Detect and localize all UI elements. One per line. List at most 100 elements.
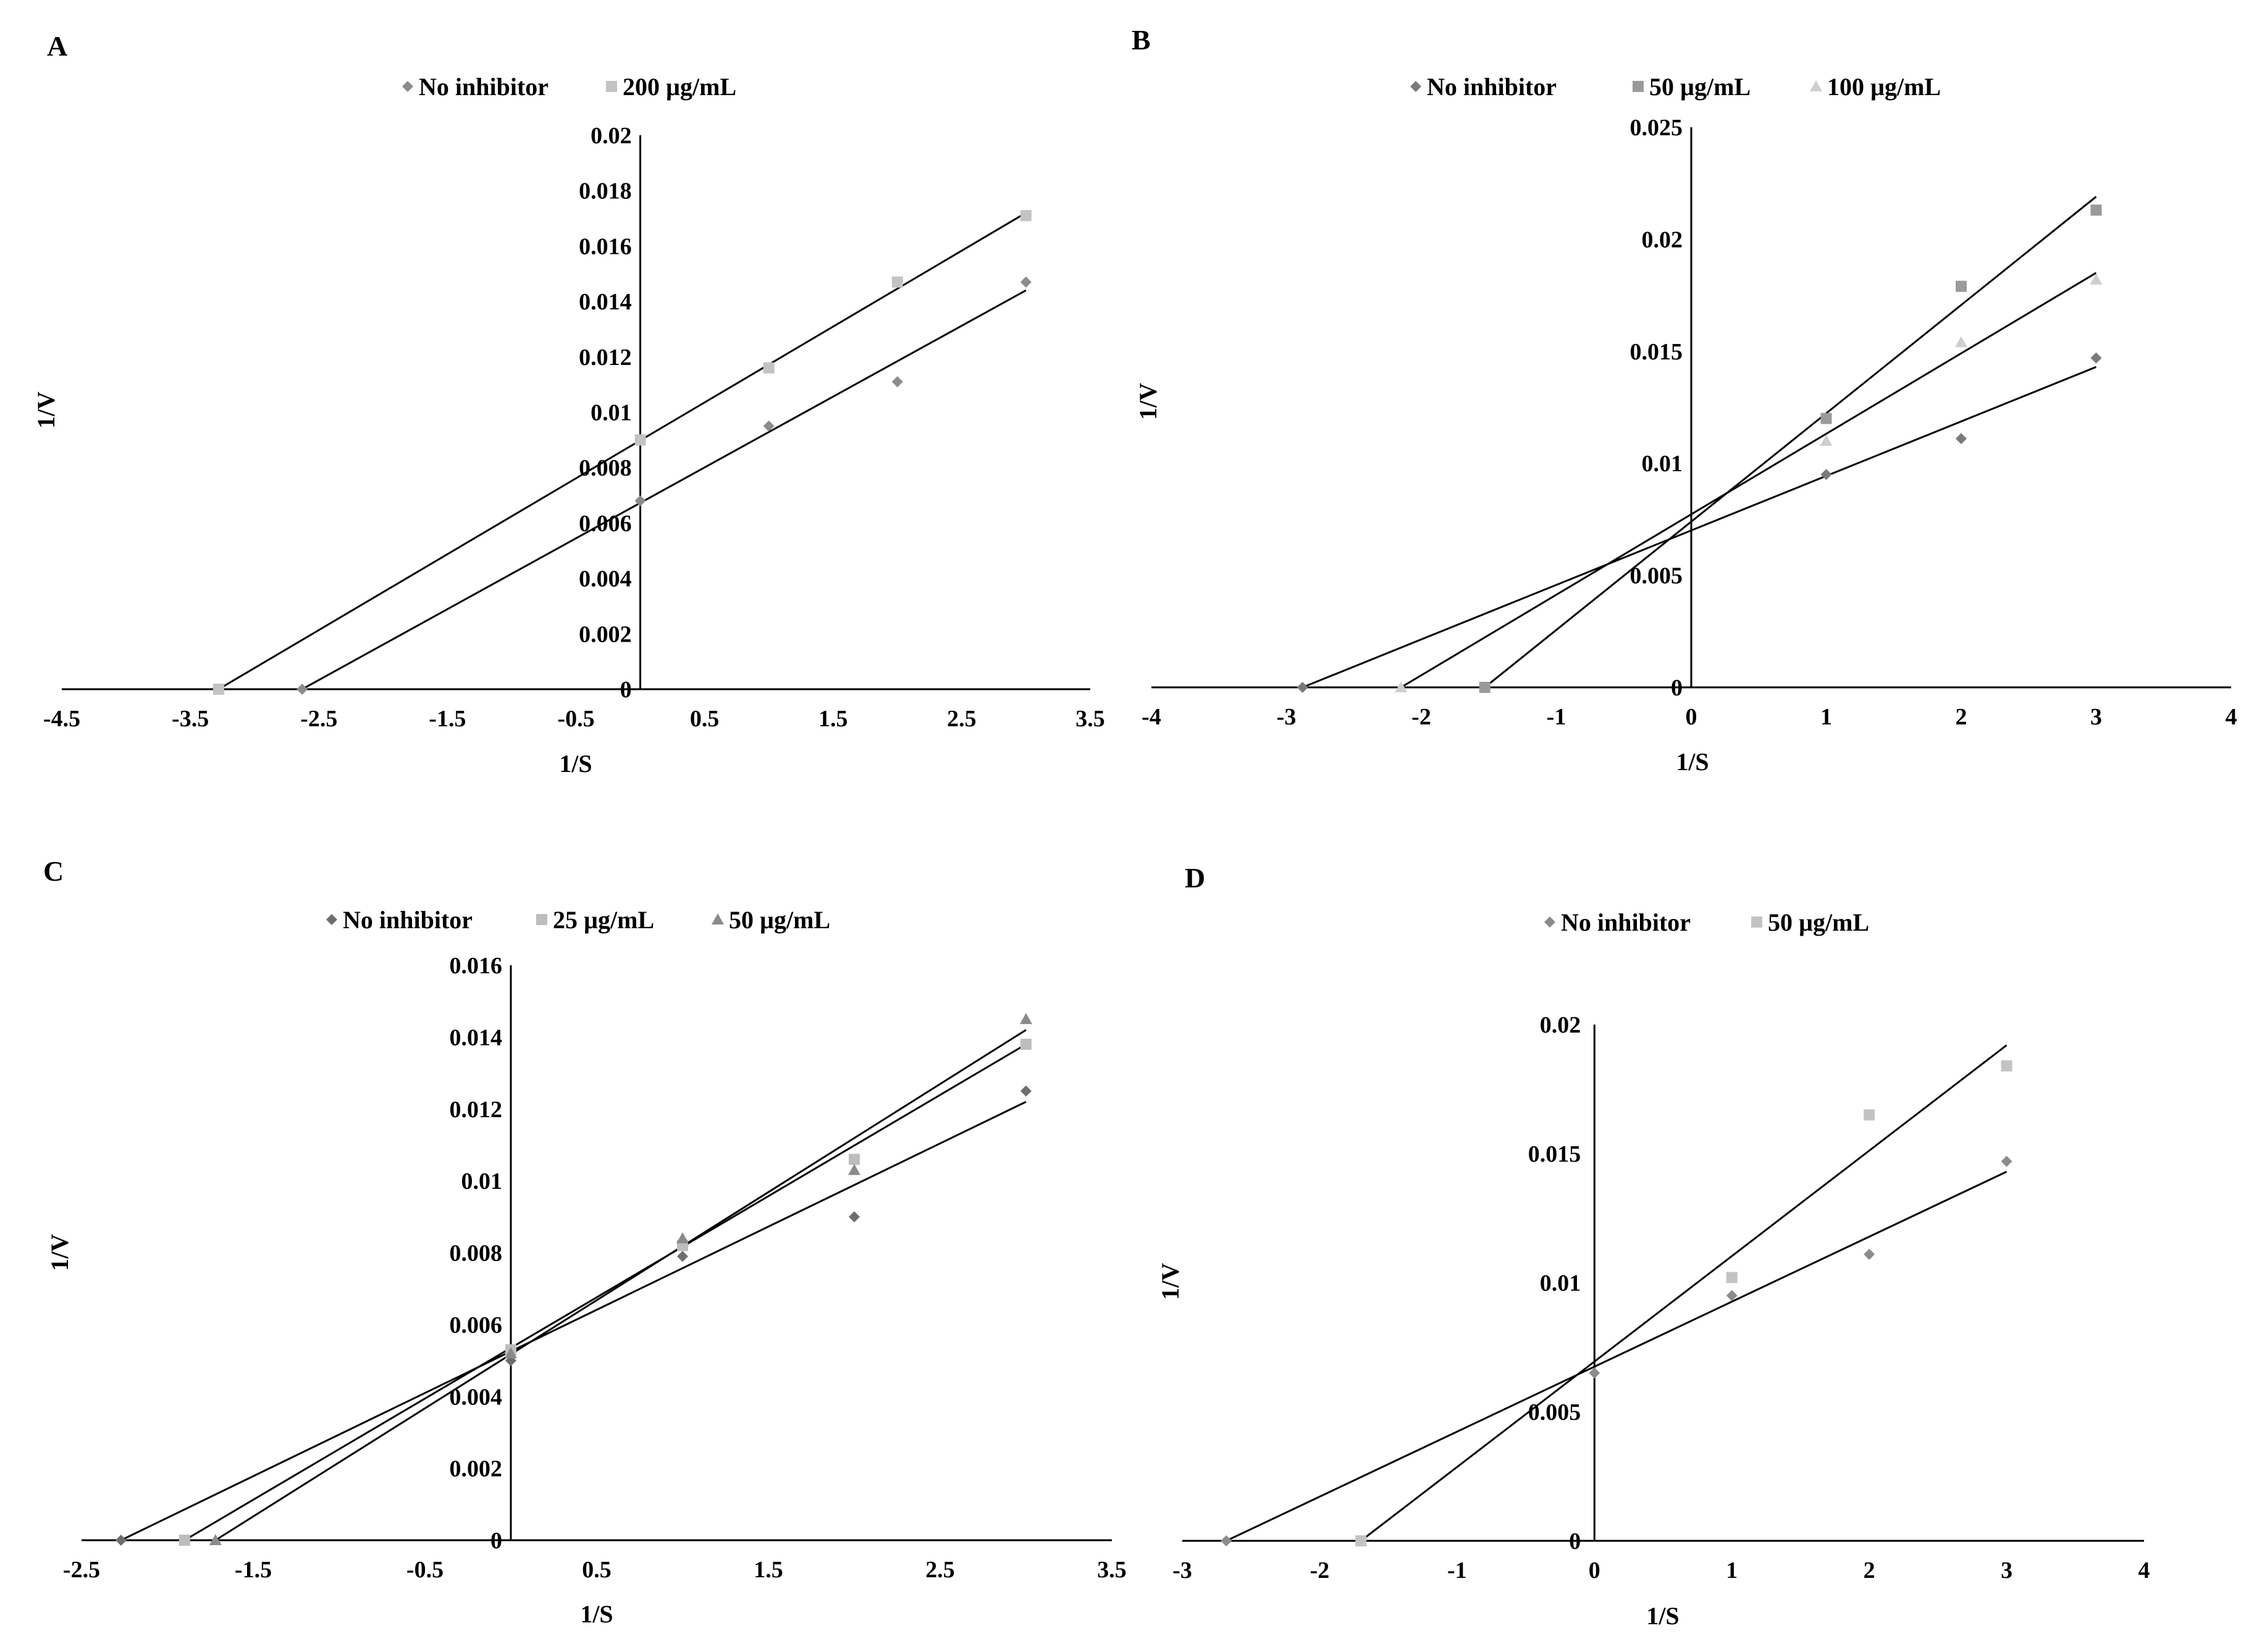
x-tick-label: 2.5: [925, 1557, 955, 1583]
y-tick-label: 0.016: [579, 233, 632, 259]
panel-c-legend: No inhibitor 25 µg/mL 50 µg/mL: [326, 906, 830, 934]
legend-item-no-inhibitor: No inhibitor: [402, 73, 549, 101]
x-tick-label: -1: [1447, 1558, 1467, 1583]
data-point-diamond: [1956, 433, 1967, 445]
x-tick-label: 1.5: [754, 1557, 783, 1583]
x-tick-label: -1.5: [235, 1557, 272, 1583]
x-tick-label: -4: [1142, 704, 1161, 730]
x-tick-label: -1.5: [429, 706, 466, 732]
data-point-diamond: [891, 376, 903, 388]
legend-marker-square: [1751, 916, 1762, 928]
data-point-square: [891, 276, 903, 288]
data-point-triangle: [1020, 1013, 1032, 1025]
legend-label: 100 µg/mL: [1827, 73, 1941, 101]
panel-d-plot: -3 -2 -1 0 1 2 3 4 0 0.005 0.01 0.015 0.02: [1172, 1012, 2150, 1583]
y-tick-label: 0.006: [450, 1312, 503, 1338]
y-tick-label: 0.01: [461, 1168, 503, 1194]
x-tick-label: 2: [1956, 704, 1967, 730]
data-point-square: [1864, 1109, 1875, 1121]
data-point-square: [849, 1154, 860, 1165]
y-tick-label: 0.025: [1630, 115, 1683, 141]
data-point-diamond: [1589, 1367, 1600, 1379]
x-tick-label: 2.5: [947, 706, 977, 732]
y-tick-label: 0.012: [450, 1097, 503, 1123]
regression-line: [218, 212, 1027, 690]
regression-line: [184, 1043, 1027, 1541]
y-tick-label: 0.014: [579, 289, 632, 315]
data-point-diamond: [2090, 352, 2102, 364]
regression-line: [301, 289, 1027, 690]
y-tick-label: 0.004: [579, 566, 632, 592]
data-point-diamond: [763, 420, 775, 432]
data-point-square: [1820, 413, 1832, 424]
panel-b-plot: -4 -3 -2 -1 0 1 2 3 4 0 0.005 0.01 0.015 0.02 0.025: [1142, 115, 2237, 730]
y-tick-label: 0.02: [1642, 227, 1683, 253]
data-point-square: [1020, 1039, 1032, 1050]
legend-item-25-ug-ml: 25 µg/mL: [536, 906, 654, 934]
panel-c-x-axis-title: 1/S: [580, 1600, 613, 1628]
legend-marker-triangle: [1810, 80, 1822, 91]
regression-line: [1360, 1044, 2008, 1542]
y-tick-label: 0.01: [1540, 1270, 1581, 1296]
panel-a-legend: No inhibitor 200 µg/mL: [402, 73, 736, 101]
x-tick-label: 4: [2138, 1558, 2150, 1583]
x-tick-label: -3.5: [172, 706, 209, 732]
data-point-triangle: [1820, 434, 1833, 446]
data-point-square: [212, 684, 224, 695]
y-tick-label: 0.005: [1630, 563, 1683, 589]
x-tick-label: -0.5: [557, 706, 594, 732]
y-tick-label: 0.005: [1528, 1399, 1581, 1425]
y-tick-label: 0.01: [591, 400, 632, 426]
data-point-triangle: [2090, 273, 2103, 285]
data-point-square: [634, 434, 646, 446]
data-point-diamond: [2001, 1155, 2012, 1167]
data-point-square: [1479, 682, 1490, 693]
y-tick-label: 0.002: [579, 621, 632, 647]
panel-a-y-axis-title: 1/V: [32, 392, 60, 429]
panel-a-x-axis-title: 1/S: [559, 750, 592, 778]
regression-line: [1400, 272, 2097, 689]
legend-marker-square: [536, 914, 547, 925]
legend-label: 200 µg/mL: [623, 73, 736, 101]
data-point-diamond: [634, 495, 646, 507]
panel-d-letter: D: [1185, 862, 1205, 894]
data-point-triangle: [848, 1164, 860, 1175]
panel-b-x-axis-title: 1/S: [1676, 748, 1709, 776]
y-tick-label: 0.008: [579, 455, 632, 481]
y-tick-label: 0.016: [450, 953, 503, 979]
legend-label: No inhibitor: [1427, 73, 1557, 101]
x-tick-label: 2: [1864, 1558, 1875, 1583]
legend-marker-diamond: [1410, 81, 1421, 92]
data-point-triangle: [1395, 681, 1408, 692]
y-tick-label: 0.02: [1540, 1012, 1581, 1038]
data-point-square: [1355, 1535, 1367, 1546]
data-point-triangle: [209, 1534, 222, 1545]
legend-label: 50 µg/mL: [729, 906, 830, 934]
x-tick-label: 1.5: [818, 706, 848, 732]
data-point-diamond: [296, 684, 308, 695]
data-point-triangle: [676, 1232, 689, 1244]
legend-marker-square: [606, 81, 617, 92]
y-tick-label: 0: [1569, 1528, 1581, 1554]
x-tick-label: -4.5: [43, 706, 80, 732]
x-tick-label: 1: [1820, 704, 1832, 730]
x-tick-label: 3.5: [1097, 1557, 1127, 1583]
data-point-square: [1726, 1272, 1738, 1283]
y-tick-label: 0.015: [1630, 339, 1683, 365]
x-tick-label: -3: [1172, 1558, 1192, 1583]
data-point-square: [2090, 204, 2102, 216]
x-tick-label: -2: [1411, 704, 1431, 730]
legend-label: 50 µg/mL: [1768, 908, 1869, 936]
panel-a: A No inhibitor 200 µg/mL -4.5 -3.5 -2.5 -1.…: [32, 30, 1105, 778]
regression-line: [1302, 366, 2097, 689]
legend-item-200-ug-ml: 200 µg/mL: [606, 73, 736, 101]
y-tick-label: 0.015: [1528, 1141, 1581, 1167]
x-tick-label: -3: [1277, 704, 1297, 730]
regression-line: [215, 1029, 1027, 1541]
x-tick-label: 3.5: [1075, 706, 1105, 732]
legend-item-50-ug-ml: 50 µg/mL: [712, 906, 830, 934]
legend-marker-diamond: [326, 914, 337, 925]
y-tick-label: 0.018: [579, 178, 632, 204]
panel-d: D No inhibitor 50 µg/mL -3 -2 -1 0 1 2 3 4 0 0.00…: [1156, 862, 2150, 1630]
legend-item-no-inhibitor: No inhibitor: [1410, 73, 1557, 101]
